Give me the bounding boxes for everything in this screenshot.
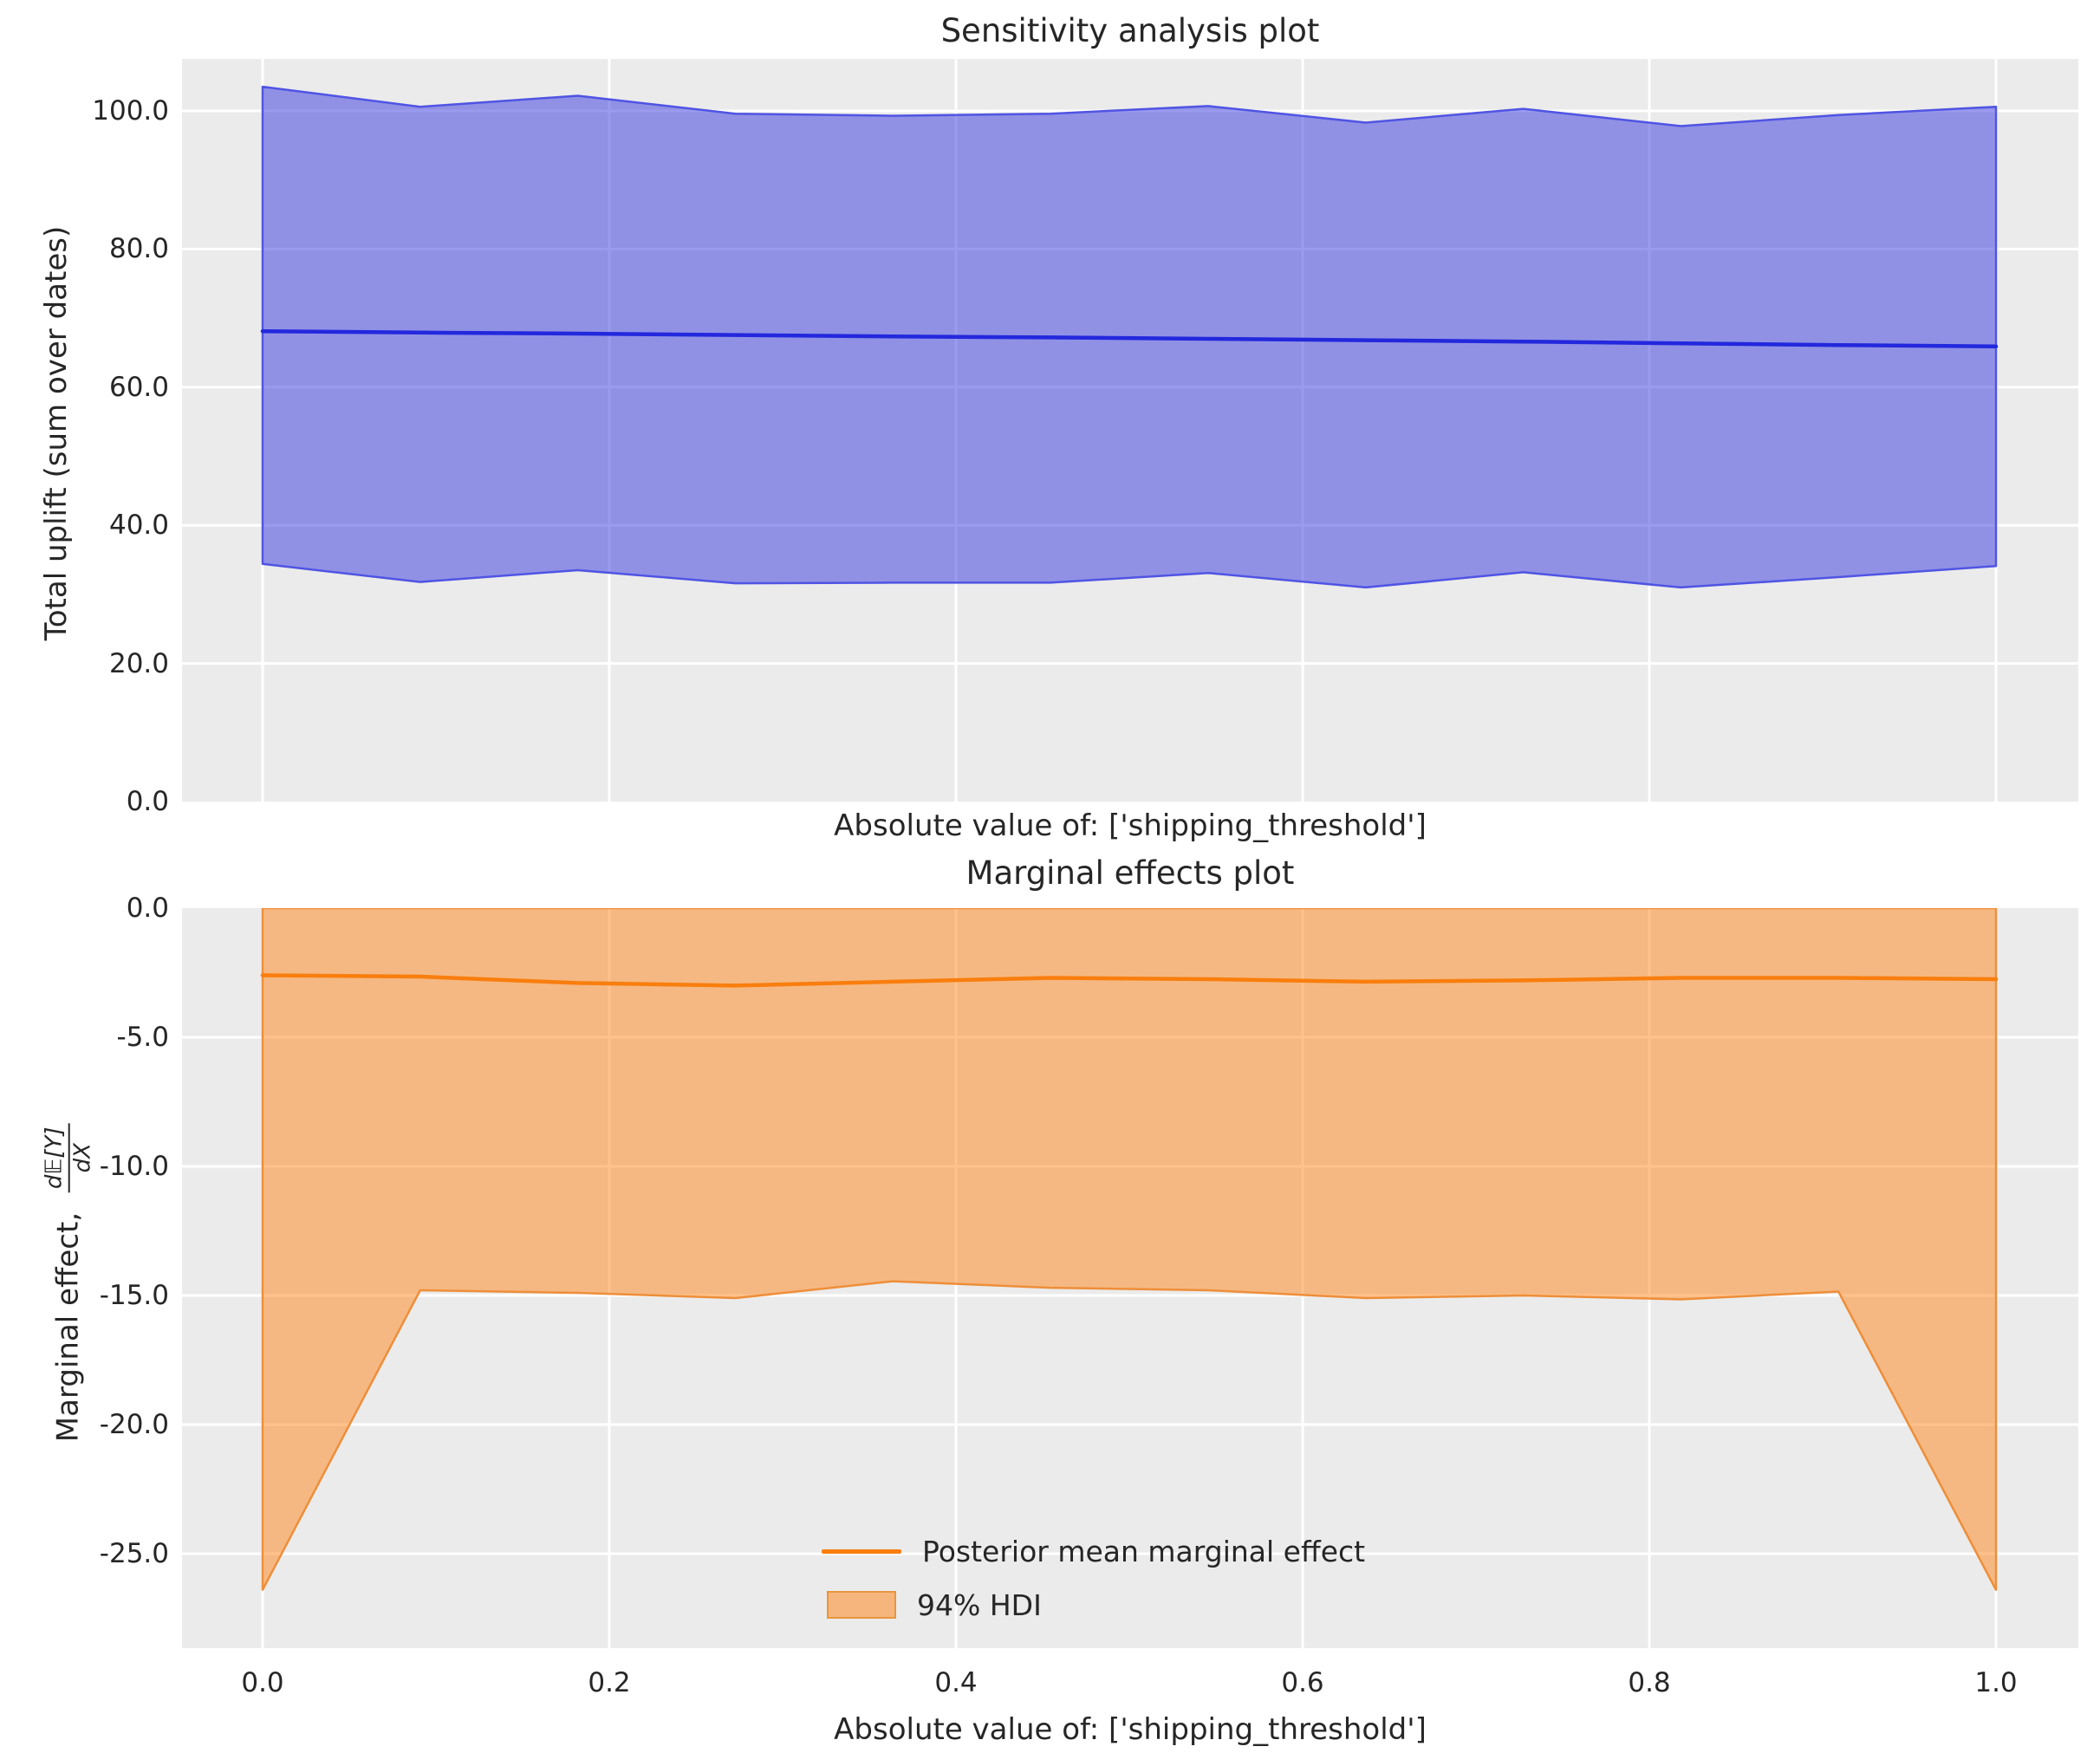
x-tick-label: 0.8 <box>1628 1667 1671 1698</box>
x-tick-label: 0.6 <box>1281 1667 1324 1698</box>
top-axes-background <box>182 59 2078 802</box>
x-tick-label: 0.0 <box>241 1667 284 1698</box>
legend-entry-hdi-label: 94% HDI <box>917 1587 1042 1622</box>
y-tick-label: -15.0 <box>99 1280 169 1311</box>
top-chart-title: Sensitivity analysis plot <box>940 12 1320 49</box>
y-tick-label: -5.0 <box>116 1022 170 1053</box>
bottom-chart-title: Marginal effects plot <box>965 854 1295 892</box>
y-tick-label: 80.0 <box>108 233 169 265</box>
bottom-x-axis-label: Absolute value of: ['shipping_threshold'… <box>834 1712 1427 1747</box>
legend: Posterior mean marginal effect 94% HDI <box>822 1532 1365 1624</box>
y-tick-label: 60.0 <box>108 371 169 403</box>
y-tick-label: 0.0 <box>126 786 169 817</box>
sensitivity-analysis-plot-area <box>182 59 2078 802</box>
legend-patch-swatch <box>827 1591 896 1619</box>
y-tick-label: -20.0 <box>99 1409 169 1440</box>
y-tick-label: 40.0 <box>108 510 169 542</box>
top-x-axis-label: Absolute value of: ['shipping_threshold'… <box>834 808 1427 843</box>
legend-entry-mean-label: Posterior mean marginal effect <box>922 1534 1366 1568</box>
posterior-mean-line <box>260 328 1999 349</box>
hdi-band <box>261 908 1998 1591</box>
y-tick-label: -25.0 <box>99 1538 169 1569</box>
y-tick-label: 100.0 <box>92 95 169 127</box>
legend-line-swatch <box>822 1548 901 1554</box>
bottom-y-axis-label-text: Marginal effect, <box>50 1211 86 1443</box>
y-tick-label: 0.0 <box>126 893 169 924</box>
marginal-effects-plot-area <box>182 908 2078 1648</box>
bottom-axes-background <box>182 908 2078 1648</box>
posterior-mean-line <box>260 973 1999 988</box>
top-y-axis-label: Total uplift (sum over dates) <box>39 225 74 641</box>
y-tick-label: -10.0 <box>99 1151 169 1182</box>
x-tick-label: 0.2 <box>588 1667 631 1698</box>
legend-entry-hdi: 94% HDI <box>822 1586 1365 1624</box>
y-tick-label: 20.0 <box>108 647 169 679</box>
legend-entry-mean: Posterior mean marginal effect <box>822 1532 1365 1570</box>
x-tick-label: 0.4 <box>934 1667 978 1698</box>
x-tick-label: 1.0 <box>1974 1667 2018 1698</box>
